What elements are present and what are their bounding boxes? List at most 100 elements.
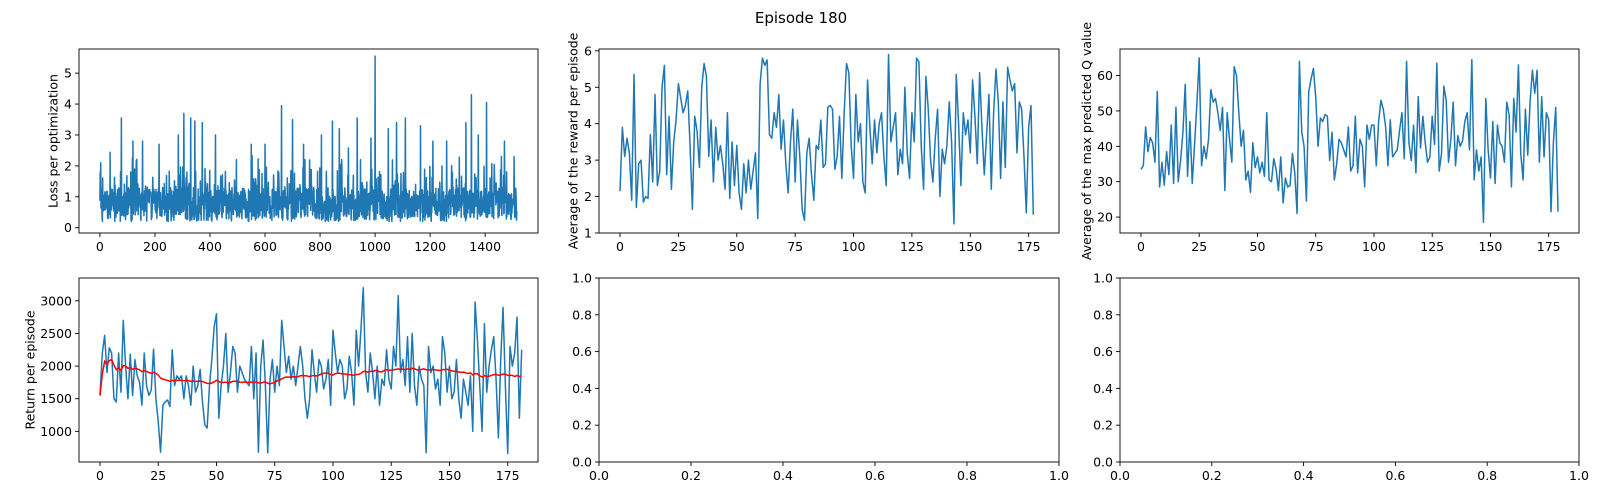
empty2-x-tick-label: 1.0 [1569,468,1589,483]
subplot-empty2: 0.0 0.2 0.4 0.6 0.8 1.0 0.0 0.2 0.4 0.6 0.8 1.0 [1093,271,1589,484]
loss-x-tick-label: 400 [198,239,222,254]
reward-x-tick-label: 75 [787,239,803,254]
empty2-y-tick-label: 0.0 [1093,455,1113,470]
empty2-axes-frame [1119,277,1580,463]
reward-y-tick-label: 5 [584,80,592,95]
empty2-y-tick-label: 1.0 [1093,271,1113,286]
loss-y-tick-label: 0 [64,220,72,235]
return-y-tick-label: 1000 [40,424,72,439]
q-y-tick-label: 40 [1097,139,1113,154]
q-y-tick-label: 20 [1097,210,1113,225]
reward-x-tick-label: 50 [729,239,745,254]
figure-title: Episode 180 [755,9,847,27]
subplot-return: 0 25 50 75 100 125 150 175 1000 1500 2000 2500 3000R… [23,277,539,483]
return-moving-average-line [99,358,522,396]
q-y-axis-label: Average of the max predicted Q value [1079,22,1094,261]
q-axes-frame [1119,48,1580,234]
q-y-tick-label: 60 [1097,68,1113,83]
q-x-tick-label: 175 [1537,239,1561,254]
empty1-y-tick-label: 1.0 [572,271,592,286]
empty2-x-tick-label: 0.2 [1202,468,1222,483]
loss-x-tick-label: 0 [96,239,104,254]
empty2-x-tick-label: 0.0 [1110,468,1130,483]
loss-x-tick-label: 800 [308,239,332,254]
q-x-tick-label: 50 [1250,239,1266,254]
empty2-y-tick-label: 0.8 [1093,307,1113,322]
empty1-y-tick-label: 0.4 [572,381,592,396]
empty1-x-tick-label: 0.4 [773,468,793,483]
return-x-tick-label: 75 [267,468,283,483]
reward-y-axis-label: Average of the reward per episode [565,32,580,249]
empty1-axes-frame [598,277,1060,463]
q-x-tick-label: 150 [1479,239,1503,254]
reward-y-tick-label: 4 [584,116,592,131]
return-x-tick-label: 125 [379,468,403,483]
empty1-y-tick-label: 0.0 [572,455,592,470]
empty1-y-tick-label: 0.6 [572,344,592,359]
return-y-tick-label: 2000 [40,359,72,374]
reward-x-tick-label: 175 [1017,239,1041,254]
empty1-y-tick-label: 0.2 [572,418,592,433]
subplot-empty1: 0.0 0.2 0.4 0.6 0.8 1.0 0.0 0.2 0.4 0.6 0.8 1.0 [572,271,1069,484]
loss-x-tick-label: 1000 [359,239,391,254]
return-axes-frame [78,277,539,463]
return-x-tick-label: 150 [438,468,462,483]
empty2-x-tick-label: 0.8 [1477,468,1497,483]
return-series-line [99,287,523,455]
return-x-tick-label: 50 [209,468,225,483]
q-x-tick-label: 100 [1362,239,1386,254]
loss-y-tick-label: 1 [64,189,72,204]
empty2-y-tick-label: 0.6 [1093,344,1113,359]
reward-x-tick-label: 125 [900,239,924,254]
empty1-x-tick-label: 0.0 [589,468,609,483]
reward-y-tick-label: 1 [584,226,592,241]
reward-axes-frame [598,48,1060,234]
empty2-y-tick-label: 0.4 [1093,381,1113,396]
loss-x-tick-label: 1200 [414,239,446,254]
q-x-tick-label: 75 [1308,239,1324,254]
empty1-y-tick-label: 0.8 [572,307,592,322]
loss-x-tick-label: 1400 [469,239,501,254]
return-y-tick-label: 1500 [40,391,72,406]
q-x-tick-label: 25 [1191,239,1207,254]
loss-series-line [99,55,518,223]
return-x-tick-label: 0 [96,468,104,483]
reward-series-line [619,53,1035,225]
q-y-tick-label: 50 [1097,103,1113,118]
loss-y-tick-label: 3 [64,127,72,142]
reward-y-tick-label: 6 [584,43,592,58]
q-x-tick-label: 125 [1420,239,1444,254]
reward-y-tick-label: 2 [584,189,592,204]
reward-x-tick-label: 0 [616,239,624,254]
return-y-tick-label: 2500 [40,326,72,341]
loss-axes-frame [78,48,539,234]
reward-x-tick-label: 150 [958,239,982,254]
return-y-tick-label: 3000 [40,293,72,308]
return-x-tick-label: 175 [496,468,520,483]
loss-x-tick-label: 200 [143,239,167,254]
loss-y-tick-label: 2 [64,158,72,173]
q-y-tick-label: 30 [1097,174,1113,189]
return-x-tick-label: 100 [321,468,345,483]
loss-y-tick-label: 5 [64,66,72,81]
loss-x-tick-label: 600 [253,239,277,254]
empty2-y-tick-label: 0.2 [1093,418,1113,433]
empty2-x-tick-label: 0.4 [1294,468,1314,483]
q-x-tick-label: 0 [1137,239,1145,254]
empty1-x-tick-label: 0.8 [957,468,977,483]
empty1-x-tick-label: 1.0 [1049,468,1069,483]
return-y-axis-label: Return per episode [23,310,38,429]
empty1-x-tick-label: 0.6 [865,468,885,483]
return-x-tick-label: 25 [150,468,166,483]
subplot-reward: 0 25 50 75 100 125 150 175 1 2 3 4 5 6 Average of the … [565,32,1060,254]
reward-x-tick-label: 100 [842,239,866,254]
q-series-line [1140,57,1559,224]
subplot-loss: 0 200 400 600 800 1000 1200 1400 0 1 2 3 4 5 Loss per … [45,48,539,254]
reward-y-tick-label: 3 [584,153,592,168]
empty2-x-tick-label: 0.6 [1385,468,1405,483]
loss-y-axis-label: Loss per optimization [45,74,60,208]
empty1-x-tick-label: 0.2 [681,468,701,483]
loss-y-tick-label: 4 [64,97,72,112]
